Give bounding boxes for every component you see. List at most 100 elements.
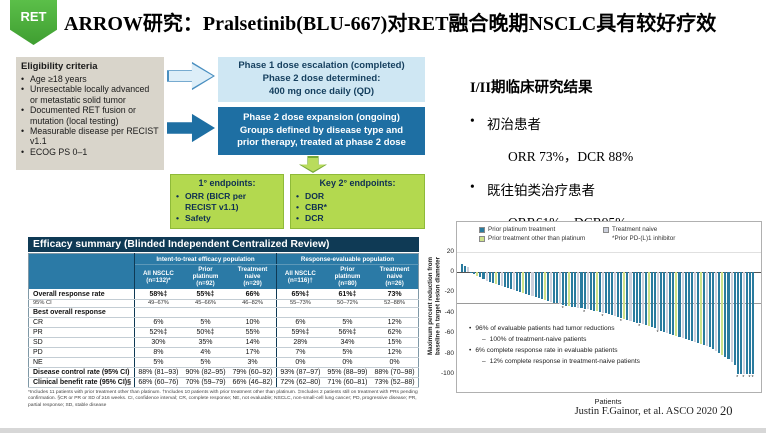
legend-label: Prior platinum treatment: [488, 226, 556, 233]
waterfall-bar: [647, 272, 650, 327]
waterfall-bar: [681, 272, 684, 338]
cell-value: 6%: [276, 317, 324, 328]
y-tick-label: 20: [446, 247, 454, 255]
y-tick-label: -80: [444, 349, 454, 357]
waterfall-bar: [595, 272, 598, 312]
table-row: Overall response rate 58%‡ 55%‡ 66% 65%‡ 61%‡…: [28, 289, 419, 300]
result-bullet: • 既往铂类治疗患者: [470, 179, 755, 199]
cell-value: 90% (82–95): [181, 367, 230, 378]
cell-value: 5%: [181, 317, 230, 328]
waterfall-bar: [730, 272, 733, 363]
y-tick-label: -60: [444, 329, 454, 337]
legend-item: Treatment naive: [603, 226, 675, 233]
waterfall-bar: [751, 272, 754, 375]
waterfall-bar: [712, 272, 715, 349]
table-row: CR 6% 5% 10% 6% 5% 12%: [28, 317, 419, 328]
waterfall-bar: [586, 272, 589, 310]
prior-pdl1-asterisk: *: [751, 374, 754, 381]
cell-value: 17%: [229, 347, 277, 358]
chart-annotations: • 96% of evaluable patients had tumor red…: [469, 324, 640, 368]
waterfall-bar: [559, 272, 562, 304]
cell-value: 72% (62–80): [276, 377, 324, 388]
table-group-row: Intent-to-treat efficacy population Respo…: [28, 253, 419, 290]
waterfall-bar: [598, 272, 601, 313]
table-header: Intent-to-treat efficacy population Respo…: [28, 253, 419, 290]
waterfall-bar: [519, 272, 522, 292]
table-column-header: All NSCLC (n=116)†: [276, 264, 324, 290]
waterfall-bar: [617, 272, 620, 318]
cell-value: 3%: [229, 357, 277, 368]
prior-pdl1-asterisk: *: [656, 330, 659, 337]
chart-annotation: –100% of treatment-naive patients: [469, 335, 640, 346]
waterfall-bar: [601, 272, 604, 314]
legend-label: Prior treatment other than platinum: [488, 235, 586, 242]
waterfall-bar: [672, 272, 675, 335]
waterfall-bar: [684, 272, 687, 339]
row-label: Disease control rate (95% CI): [28, 367, 135, 378]
waterfall-bar: [461, 264, 464, 273]
waterfall-bar: [608, 272, 611, 315]
bars-container: * * * * * * * * * *: [457, 222, 761, 392]
cell-value: 79% (60–92): [229, 367, 277, 378]
cell-value: 55%‡: [181, 289, 230, 300]
chart-annotation: –12% complete response in treatment-naiv…: [469, 357, 640, 368]
prior-pdl1-asterisk: *: [619, 318, 622, 325]
cell-value: 50%‡: [181, 327, 230, 338]
cell-value: 15%: [371, 337, 419, 348]
result-bullet-label: 初治患者: [487, 117, 541, 132]
row-label: Clinical benefit rate (95% CI)§: [28, 377, 135, 388]
endpoint-item-text: DOR: [305, 191, 325, 201]
table-corner: [28, 253, 135, 290]
cell-value: 88% (70–98): [371, 367, 419, 378]
flow-arrow-down-icon: [299, 156, 327, 173]
waterfall-bar: [543, 272, 546, 300]
waterfall-bar: [690, 272, 693, 341]
endpoint-item: • DCR: [296, 213, 419, 224]
waterfall-bar: [494, 272, 497, 284]
waterfall-bar: [748, 272, 751, 375]
waterfall-bar: [611, 272, 614, 316]
waterfall-bar: [552, 272, 555, 303]
waterfall-bar: [537, 272, 540, 298]
bullet-icon: •: [176, 191, 180, 201]
cell-value: 0%: [371, 357, 419, 368]
annotation-marker: •: [469, 346, 472, 354]
cell-value: 52%‡: [134, 327, 182, 338]
endpoint-item-text: DCR: [305, 213, 324, 224]
waterfall-bar: [745, 272, 748, 375]
waterfall-bar: [525, 272, 528, 294]
bullet-icon: •: [296, 191, 300, 201]
result-bullet-label: 既往铂类治疗患者: [487, 183, 595, 198]
row-label: NE: [28, 357, 135, 368]
table-column-row: All NSCLC (n=132)* Prior platinum (n=92) T…: [29, 264, 419, 290]
waterfall-bar: [699, 272, 702, 344]
table-title: Efficacy summary (Blinded Independent Ce…: [28, 237, 419, 252]
waterfall-chart: Maximum percent reduction from baseline …: [427, 219, 764, 417]
waterfall-bar: [485, 272, 488, 281]
legend-item: Prior treatment other than platinum: [479, 235, 603, 242]
primary-endpoints-list: • ORR (BICR per RECIST v1.1) • Safety: [176, 191, 278, 225]
row-label: Best overall response: [28, 307, 135, 318]
waterfall-bar: [678, 272, 681, 337]
cell-value: 5%: [181, 357, 230, 368]
cell-value: 35%: [181, 337, 230, 348]
cell-value: 14%: [229, 337, 277, 348]
waterfall-bar: [476, 272, 479, 277]
row-label: CR: [28, 317, 135, 328]
bullet-icon: •: [470, 113, 475, 128]
cell-value: 68% (60–76): [134, 377, 182, 388]
waterfall-bar: [675, 272, 678, 336]
waterfall-bar: [629, 272, 632, 322]
waterfall-bar: [733, 272, 736, 366]
chart-annotation: • 96% of evaluable patients had tumor red…: [469, 324, 640, 335]
table-column-header: Prior platinum (n=92): [181, 264, 230, 290]
cell-value: 6%: [134, 317, 182, 328]
waterfall-bar: [663, 272, 666, 332]
table-row: PR 52%‡ 50%‡ 55% 59%‡ 56%‡ 62%: [28, 327, 419, 338]
cell-value: 5%: [323, 347, 372, 358]
cell-value: 0%: [276, 357, 324, 368]
eligibility-item: • Documented RET fusion or mutation (loca…: [21, 105, 159, 126]
cell-value: 70% (59–79): [181, 377, 230, 388]
table-column-header: All NSCLC (n=132)*: [134, 264, 182, 290]
bullet-icon: •: [296, 202, 300, 213]
